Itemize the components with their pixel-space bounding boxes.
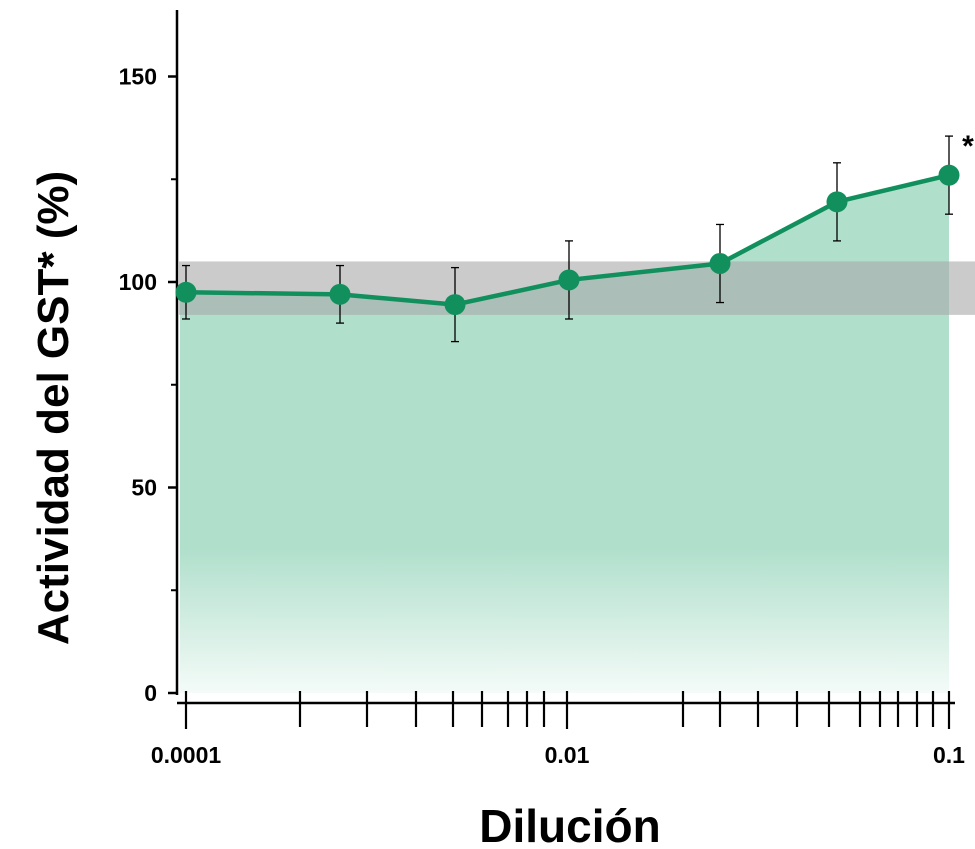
area-fill xyxy=(180,175,949,693)
y-tick-label: 150 xyxy=(119,64,157,90)
significance-marker: * xyxy=(962,130,974,163)
data-point xyxy=(826,191,848,213)
data-point xyxy=(329,283,351,305)
data-point xyxy=(709,253,731,275)
x-axis-title: Dilución xyxy=(479,800,660,849)
reference-band-layer xyxy=(179,261,975,315)
data-point xyxy=(444,294,466,316)
reference-band xyxy=(179,261,975,315)
series-layer xyxy=(175,135,960,343)
data-point xyxy=(938,164,960,186)
axes-layer xyxy=(168,10,955,729)
y-tick-label: 50 xyxy=(131,475,157,501)
x-tick-label: 0.1 xyxy=(933,742,965,768)
data-point xyxy=(175,281,197,303)
y-tick-label: 0 xyxy=(144,680,157,706)
y-tick-label: 100 xyxy=(119,269,157,295)
y-axis-title: Actividad del GST* (%) xyxy=(29,171,78,645)
data-point xyxy=(558,269,580,291)
text-layer: 0 50 100 150 0.0001 0.01 0.1 Actividad del GST*… xyxy=(29,64,974,849)
x-tick-label: 0.01 xyxy=(545,742,590,768)
x-tick-label: 0.0001 xyxy=(151,742,222,768)
area-fill-layer xyxy=(180,175,949,693)
